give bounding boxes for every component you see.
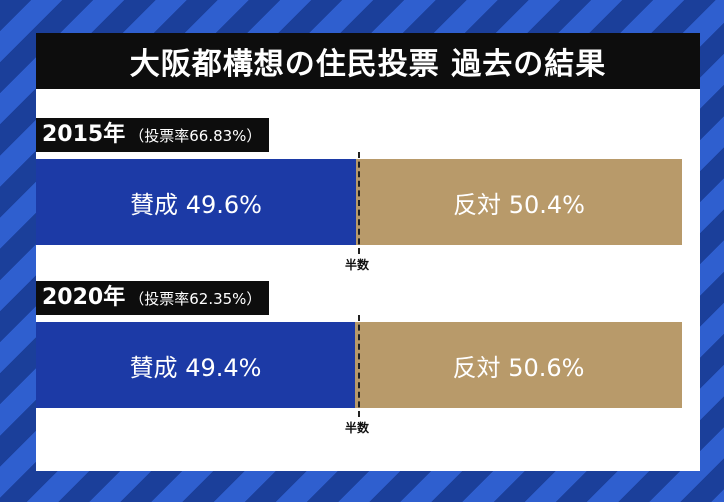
bar-yes-2020: 賛成 49.4%	[36, 322, 355, 408]
turnout-text: （投票率66.83%）	[129, 127, 262, 145]
half-label: 半数	[345, 258, 370, 272]
half-line	[358, 152, 360, 254]
turnout-text: （投票率62.35%）	[129, 290, 262, 308]
bar-no-2020: 反対 50.6%	[355, 322, 682, 408]
bar-yes-2015: 賛成 49.6%	[36, 159, 356, 245]
chart-title: 大阪都構想の住民投票 過去の結果	[36, 33, 700, 89]
year-label-2020: 2020年 （投票率62.35%）	[36, 281, 270, 315]
half-line	[358, 315, 360, 417]
year-label-2015: 2015年 （投票率66.83%）	[36, 118, 270, 152]
bar-no-2015: 反対 50.4%	[356, 159, 682, 245]
half-label: 半数	[345, 421, 370, 435]
year-text: 2015年	[42, 122, 126, 147]
year-text: 2020年	[42, 285, 126, 310]
